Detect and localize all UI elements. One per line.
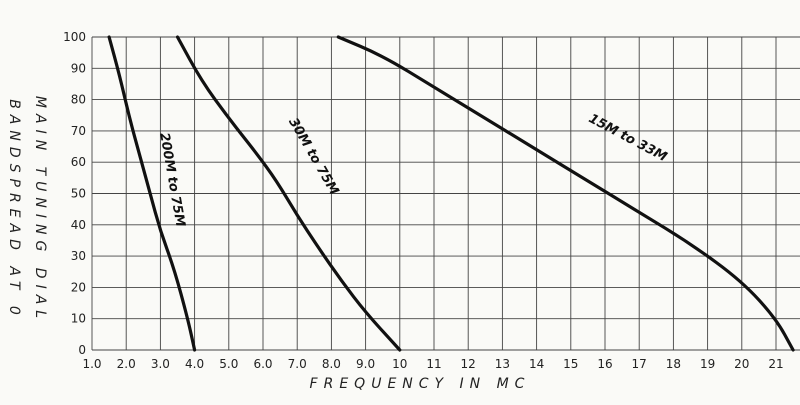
x-tick-label: 5.0 <box>219 357 238 371</box>
y-tick-label: 100 <box>63 30 86 44</box>
x-tick-label: 8.0 <box>322 357 341 371</box>
x-tick-label: 15 <box>563 357 578 371</box>
tick-labels: 0 10 20 30 40 50 60 70 80 90 100 1.0 2.0 3.0 4.0 5.0 6.0… <box>63 30 784 371</box>
x-tick-label: 11 <box>426 357 441 371</box>
y-tick-label: 30 <box>71 249 86 263</box>
x-tick-label: 21 <box>768 357 783 371</box>
x-tick-label: 14 <box>529 357 544 371</box>
x-tick-label: 3.0 <box>151 357 170 371</box>
x-tick-label: 2.0 <box>117 357 136 371</box>
x-tick-label: 4.0 <box>185 357 204 371</box>
x-tick-label: 20 <box>734 357 749 371</box>
grid <box>91 36 800 351</box>
x-tick-label: 7.0 <box>288 357 307 371</box>
y-tick-label: 90 <box>71 61 86 75</box>
x-tick-label: 9.0 <box>356 357 375 371</box>
series-label: 30M to 75M <box>285 115 341 197</box>
series-label: 15M to 33M <box>586 111 669 165</box>
series-line <box>175 35 402 352</box>
series-lines <box>107 35 795 352</box>
y-tick-label: 50 <box>71 187 86 201</box>
x-tick-label: 18 <box>666 357 681 371</box>
series-line <box>336 35 795 352</box>
y-tick-label: 10 <box>71 312 86 326</box>
y-tick-label: 70 <box>71 124 86 138</box>
x-axis-title: FREQUENCY IN MC <box>310 376 531 392</box>
x-tick-label: 17 <box>632 357 647 371</box>
y-tick-label: 20 <box>71 280 86 294</box>
y-tick-label: 60 <box>71 155 86 169</box>
y-tick-label: 0 <box>78 343 86 357</box>
x-tick-label: 6.0 <box>253 357 272 371</box>
x-tick-label: 13 <box>495 357 510 371</box>
y-axis-title-line-2: BANDSPREAD AT 0 <box>6 99 22 321</box>
y-tick-label: 80 <box>71 93 86 107</box>
y-axis-title-line-1: MAIN TUNING DIAL <box>32 96 48 324</box>
series-labels: 200M to 75M 30M to 75M 15M to 33M <box>156 111 669 228</box>
x-tick-label: 16 <box>597 357 612 371</box>
x-tick-label: 10 <box>392 357 407 371</box>
series-label: 200M to 75M <box>156 132 187 229</box>
series-line <box>107 35 197 352</box>
x-tick-label: 19 <box>700 357 715 371</box>
x-tick-label: 12 <box>461 357 476 371</box>
x-tick-label: 1.0 <box>82 357 101 371</box>
y-tick-label: 40 <box>71 218 86 232</box>
